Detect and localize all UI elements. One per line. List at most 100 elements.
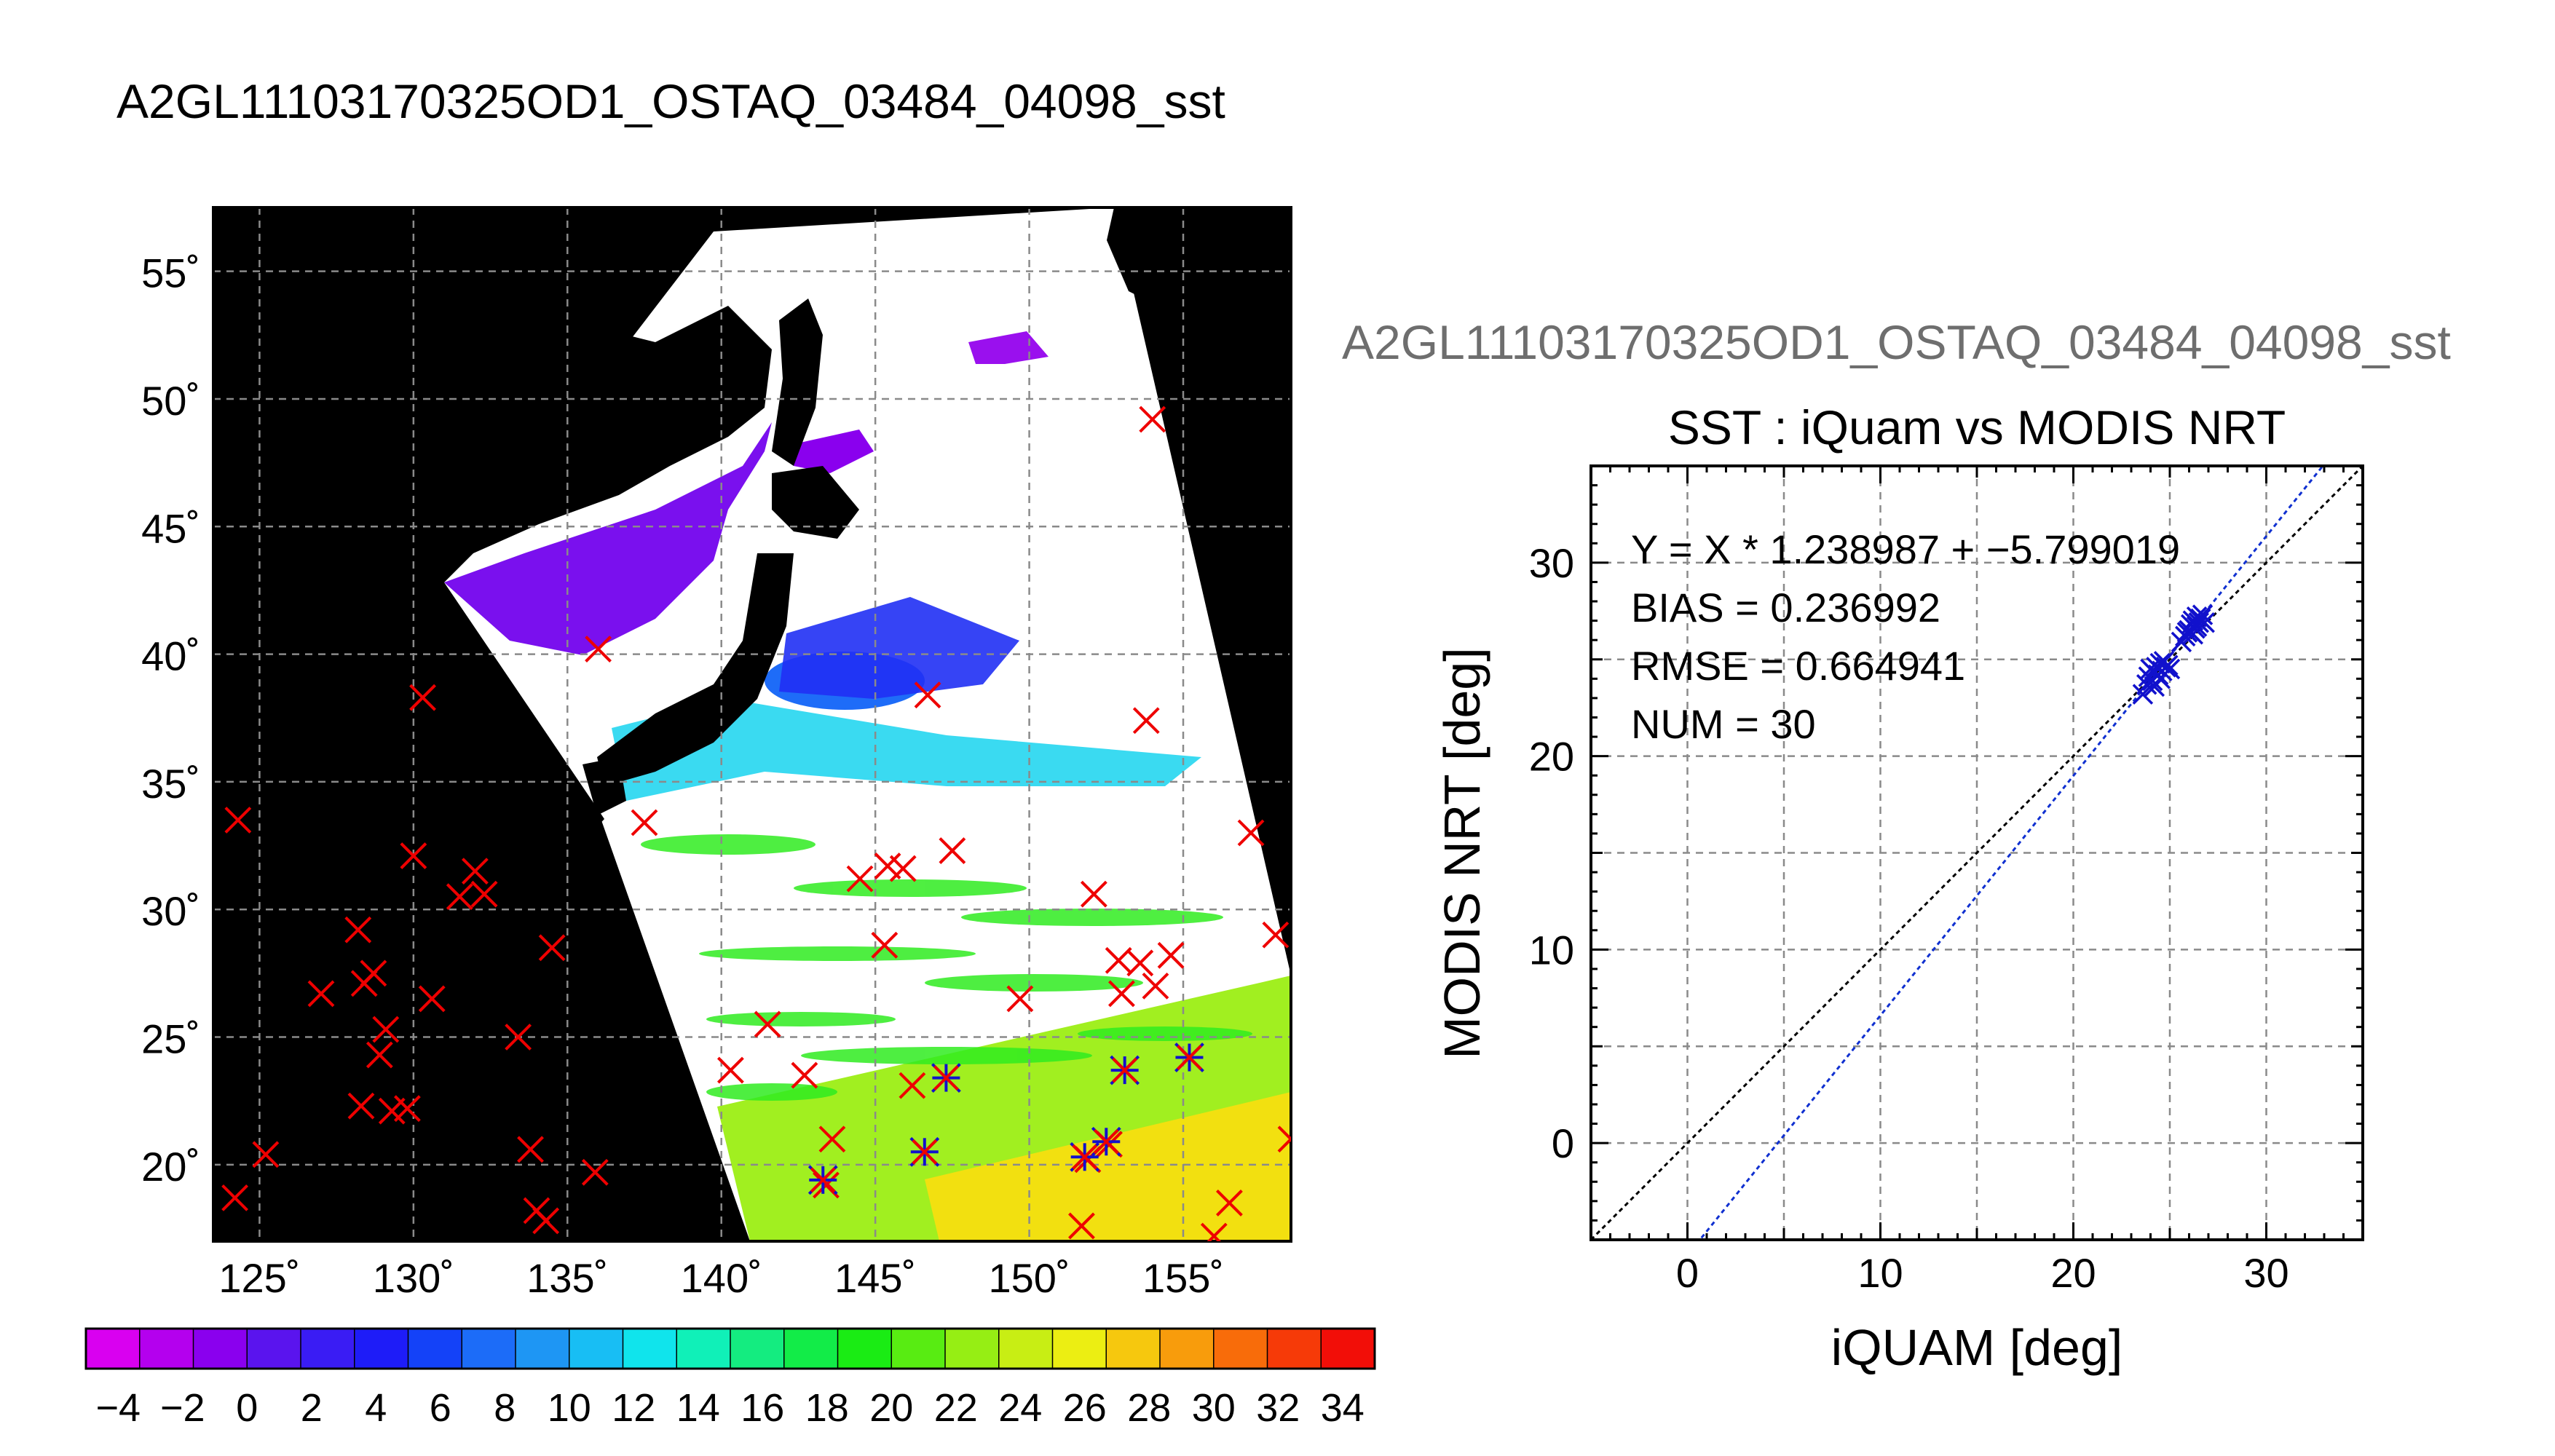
colorbar-cell — [569, 1328, 624, 1369]
map-grid — [213, 207, 1291, 1241]
buoy-marker — [1108, 980, 1135, 1008]
sst-purple-sea — [444, 422, 772, 655]
buoy-marker — [409, 684, 436, 711]
colorbar-cell — [1213, 1328, 1268, 1369]
x-tick-label: 10 — [1857, 1250, 1903, 1296]
buoy-marker — [899, 1072, 926, 1099]
scatter-x-label: iQUAM [deg] — [1831, 1319, 2123, 1376]
land-honshu — [597, 553, 794, 786]
map-lat-label: 20˚ — [141, 1144, 200, 1190]
land-kamchatka — [1107, 207, 1165, 306]
buoy-marker — [400, 842, 427, 869]
buoy-marker — [393, 1095, 421, 1123]
colorbar-label: 28 — [1127, 1386, 1171, 1430]
buoy-marker — [1237, 819, 1265, 847]
colorbar-cell — [139, 1328, 194, 1369]
map-lon-label: 155˚ — [1142, 1255, 1224, 1301]
colorbar-cell — [515, 1328, 570, 1369]
map-lat-label: 35˚ — [141, 761, 200, 807]
buoy-marker — [871, 931, 899, 959]
buoy-marker — [224, 807, 252, 834]
colorbar-cell — [407, 1328, 463, 1369]
buoy-marker — [1080, 880, 1107, 908]
y-tick-label: 10 — [1529, 927, 1574, 973]
land-hokkaido — [772, 466, 859, 539]
map-lon-labels: 125˚ 130˚ 135˚ 140˚ 145˚ 150˚ 155˚ — [218, 1255, 1224, 1301]
colorbar-cell — [461, 1328, 517, 1369]
buoy-marker — [1068, 1212, 1095, 1240]
colorbar-cell — [676, 1328, 732, 1369]
colorbar-cell — [1051, 1328, 1107, 1369]
main-title: A2GL11103170325OD1_OSTAQ_03484_04098_sst — [117, 74, 1225, 128]
scatter-point — [2136, 674, 2157, 695]
colorbar-cells — [85, 1328, 1376, 1369]
buoy-marker — [1216, 1189, 1243, 1216]
buoy-marker — [372, 1016, 400, 1043]
buoy-marker — [1072, 1144, 1098, 1170]
buoy-marker — [462, 858, 489, 885]
buoy-marker — [470, 880, 498, 908]
scatter-point — [2149, 668, 2171, 689]
colorbar-cell — [192, 1328, 248, 1369]
land-sakhalin — [772, 298, 823, 466]
map-lat-labels: 55˚ 50˚ 45˚ 40˚ 35˚ 30˚ 25˚ 20˚ — [141, 250, 200, 1190]
colorbar-cell — [85, 1328, 141, 1369]
buoy-marker — [933, 1065, 959, 1091]
map-lat-label: 40˚ — [141, 633, 200, 679]
colorbar-label: −2 — [160, 1386, 205, 1430]
buoy-marker — [1142, 972, 1169, 1000]
colorbar-label: −4 — [95, 1386, 141, 1430]
buoy-marker — [221, 1184, 249, 1211]
map-lat-label: 55˚ — [141, 250, 200, 296]
buoy-marker — [307, 980, 335, 1008]
identity-line — [1591, 466, 2363, 1240]
buoy-marker — [517, 1136, 544, 1163]
buoy-marker — [418, 985, 446, 1013]
map-lon-label: 150˚ — [989, 1255, 1070, 1301]
colorbar-label: 30 — [1192, 1386, 1236, 1430]
buoy-marker — [532, 1207, 560, 1235]
colorbar-cell — [1105, 1328, 1161, 1369]
scatter-point — [2194, 612, 2215, 633]
sst-purple-okhotsk — [794, 430, 874, 473]
colorbar-label: 8 — [494, 1386, 516, 1430]
buoy-marker — [360, 960, 387, 987]
colorbar-cell — [1320, 1328, 1376, 1369]
buoy-marker — [1262, 921, 1290, 949]
buoy-marker — [1105, 946, 1132, 974]
buoy-marker — [344, 916, 372, 943]
colorbar-label: 10 — [548, 1386, 591, 1430]
colorbar-label: 4 — [365, 1386, 387, 1430]
map-lon-label: 130˚ — [373, 1255, 454, 1301]
colorbar-cell — [730, 1328, 785, 1369]
colorbar-frame — [84, 1327, 1376, 1370]
map-lat-label: 30˚ — [141, 888, 200, 934]
scatter-title: SST : iQuam vs MODIS NRT — [1668, 400, 2286, 454]
regression-stats: Y = X * 1.238987 + −5.799019 BIAS = 0.236… — [1631, 526, 2180, 747]
colorbar-label: 12 — [612, 1386, 655, 1430]
scatter-y-label: MODIS NRT [deg] — [1434, 647, 1490, 1059]
buoy-marker — [585, 636, 612, 662]
buoy-marker — [252, 1141, 280, 1168]
buoy-marker — [505, 1024, 532, 1051]
colorbar-cell — [891, 1328, 947, 1369]
buoy-marker — [1139, 405, 1166, 433]
scatter-ticks — [1590, 464, 2364, 1241]
buoy-marker — [1112, 1057, 1138, 1083]
x-tick-label: 0 — [1676, 1250, 1699, 1296]
map-frame — [212, 206, 1292, 1243]
buoy-marker — [1277, 1125, 1291, 1153]
scatter-point — [2192, 604, 2214, 625]
scatter-panel: A2GL11103170325OD1_OSTAQ_03484_04098_sst… — [1342, 315, 2451, 1376]
buoy-marker — [446, 883, 473, 911]
colorbar-cell — [1159, 1328, 1215, 1369]
scatter-point — [2176, 622, 2198, 643]
map-lon-label: 135˚ — [526, 1255, 608, 1301]
scatter-y-tick-labels: 0 10 20 30 — [1529, 540, 1574, 1166]
buoy-marker — [716, 1056, 744, 1084]
sst-green-patches — [604, 801, 1260, 1063]
buoy-marker — [538, 934, 566, 962]
buoy-marker — [889, 855, 917, 882]
colorbar-label: 0 — [236, 1386, 258, 1430]
